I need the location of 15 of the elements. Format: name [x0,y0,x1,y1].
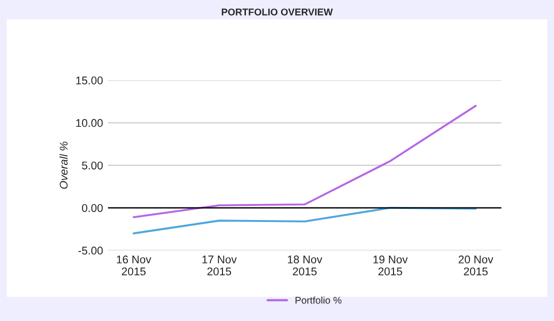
y-tick-label: 10.00 [76,119,103,127]
x-tick-label: 19 Nov 2015 [373,256,408,276]
x-tick-label: 17 Nov 2015 [202,256,237,276]
x-tick-label: 18 Nov 2015 [288,256,322,276]
line-series [132,104,477,218]
y-tick-label: 5.00 [82,162,103,170]
y-tick-label: -5.00 [78,246,103,255]
x-tick-label: 20 Nov 2015 [458,256,494,276]
y-axis-title: Overall % [59,142,68,189]
x-tick-label: 16 Nov 2015 [116,256,152,276]
line-series [132,206,477,234]
chart-title: PORTFOLIO OVERVIEW [222,8,333,16]
y-tick-label: 0.00 [82,204,103,212]
legend-label: Portfolio % [296,296,342,304]
y-tick-label: 15.00 [76,76,103,84]
